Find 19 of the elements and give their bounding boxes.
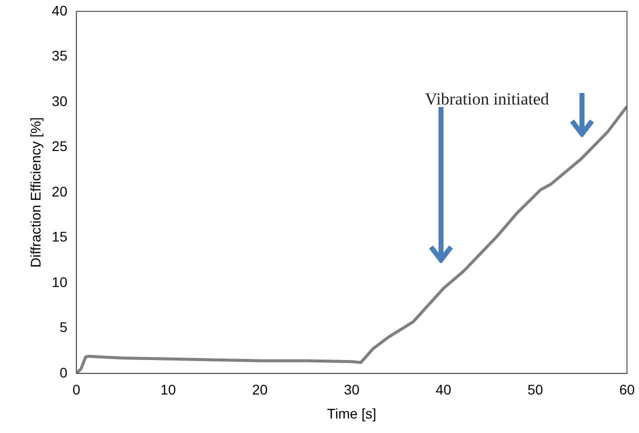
y-tick-label: 35 [52, 48, 68, 64]
y-tick-label: 0 [60, 364, 68, 380]
x-tick-label: 10 [160, 382, 176, 398]
y-tick-label: 30 [52, 92, 68, 109]
x-tick-label: 40 [436, 382, 452, 398]
x-tick-label: 30 [344, 382, 360, 398]
x-tick-label: 50 [527, 382, 544, 398]
y-tick-label: 15 [52, 228, 68, 245]
y-tick-label: 5 [60, 319, 68, 336]
x-tick-label: 20 [252, 382, 268, 398]
annotation: Vibration initiated [424, 89, 550, 108]
y-tick-label: 25 [52, 138, 68, 154]
y-tick-label: 40 [52, 2, 68, 18]
x-tick-label: 0 [72, 382, 80, 398]
x-tick-label: 60 [619, 382, 635, 398]
y-tick-label: 20 [52, 183, 68, 200]
y-tick-label: 10 [52, 274, 68, 290]
y-axis-title: Diffraction Efficiency [%] [27, 117, 44, 268]
x-axis-title: Time [s] [327, 405, 376, 422]
